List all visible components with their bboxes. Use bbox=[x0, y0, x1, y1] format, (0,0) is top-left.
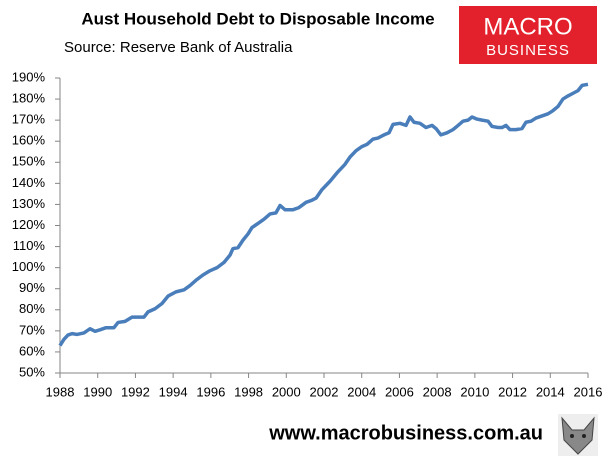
y-tick-label: 50% bbox=[19, 364, 45, 379]
y-tick-label: 140% bbox=[12, 175, 46, 190]
y-tick-label: 120% bbox=[12, 217, 46, 232]
y-tick-label: 80% bbox=[19, 301, 45, 316]
y-tick-label: 90% bbox=[19, 280, 45, 295]
logo-text: MACRO bbox=[483, 13, 572, 40]
footer-url: www.macrobusiness.com.au bbox=[268, 422, 543, 444]
y-tick-label: 130% bbox=[12, 196, 46, 211]
x-tick-label: 1994 bbox=[159, 384, 188, 399]
x-tick-label: 2012 bbox=[498, 384, 527, 399]
x-tick-label: 2000 bbox=[272, 384, 301, 399]
x-tick-label: 2006 bbox=[385, 384, 414, 399]
y-tick-label: 110% bbox=[13, 238, 46, 253]
y-tick-label: 60% bbox=[19, 343, 45, 358]
x-tick-label: 2014 bbox=[536, 384, 565, 399]
x-tick-label: 1996 bbox=[196, 384, 225, 399]
x-tick-label: 2010 bbox=[460, 384, 489, 399]
data-line bbox=[58, 82, 589, 347]
x-tick-label: 1988 bbox=[46, 384, 75, 399]
x-tick-label: 2004 bbox=[347, 384, 376, 399]
logo-text: BUSINESS bbox=[486, 42, 570, 59]
y-tick-label: 170% bbox=[12, 112, 46, 127]
chart-subtitle: Source: Reserve Bank of Australia bbox=[64, 39, 293, 56]
y-tick-label: 70% bbox=[19, 322, 45, 337]
wolf-icon bbox=[558, 414, 598, 456]
y-tick-label: 100% bbox=[12, 259, 46, 274]
x-tick-label: 2008 bbox=[423, 384, 452, 399]
y-tick-label: 180% bbox=[12, 91, 46, 106]
chart-title: Aust Household Debt to Disposable Income bbox=[81, 9, 434, 28]
y-tick-label: 150% bbox=[12, 154, 46, 169]
y-tick-label: 160% bbox=[12, 133, 46, 148]
x-tick-label: 2016 bbox=[574, 384, 603, 399]
logo-box bbox=[459, 6, 597, 64]
x-tick-label: 1990 bbox=[83, 384, 112, 399]
x-tick-label: 2002 bbox=[310, 384, 339, 399]
x-tick-label: 1998 bbox=[234, 384, 263, 399]
y-tick-label: 190% bbox=[12, 69, 46, 84]
x-tick-label: 1992 bbox=[121, 384, 150, 399]
